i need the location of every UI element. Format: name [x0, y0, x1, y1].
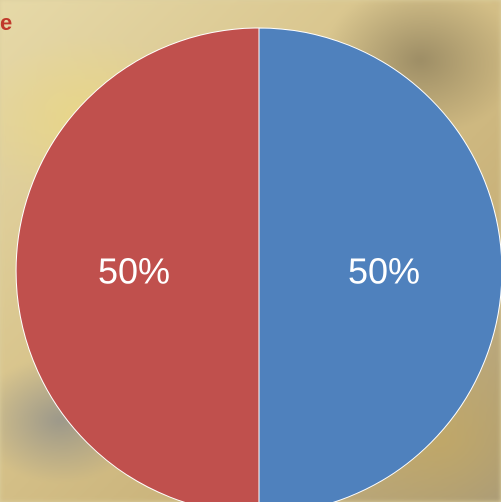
chart-title-fragment: e	[0, 10, 13, 35]
pie-labels: 50% 50%	[98, 251, 420, 292]
pie-slice-label-1: 50%	[348, 251, 420, 292]
pie-slice-label-2: 50%	[98, 251, 170, 292]
pie-slices	[15, 27, 501, 502]
pie-slice-2	[15, 27, 260, 502]
pie-slice-1	[258, 27, 501, 502]
